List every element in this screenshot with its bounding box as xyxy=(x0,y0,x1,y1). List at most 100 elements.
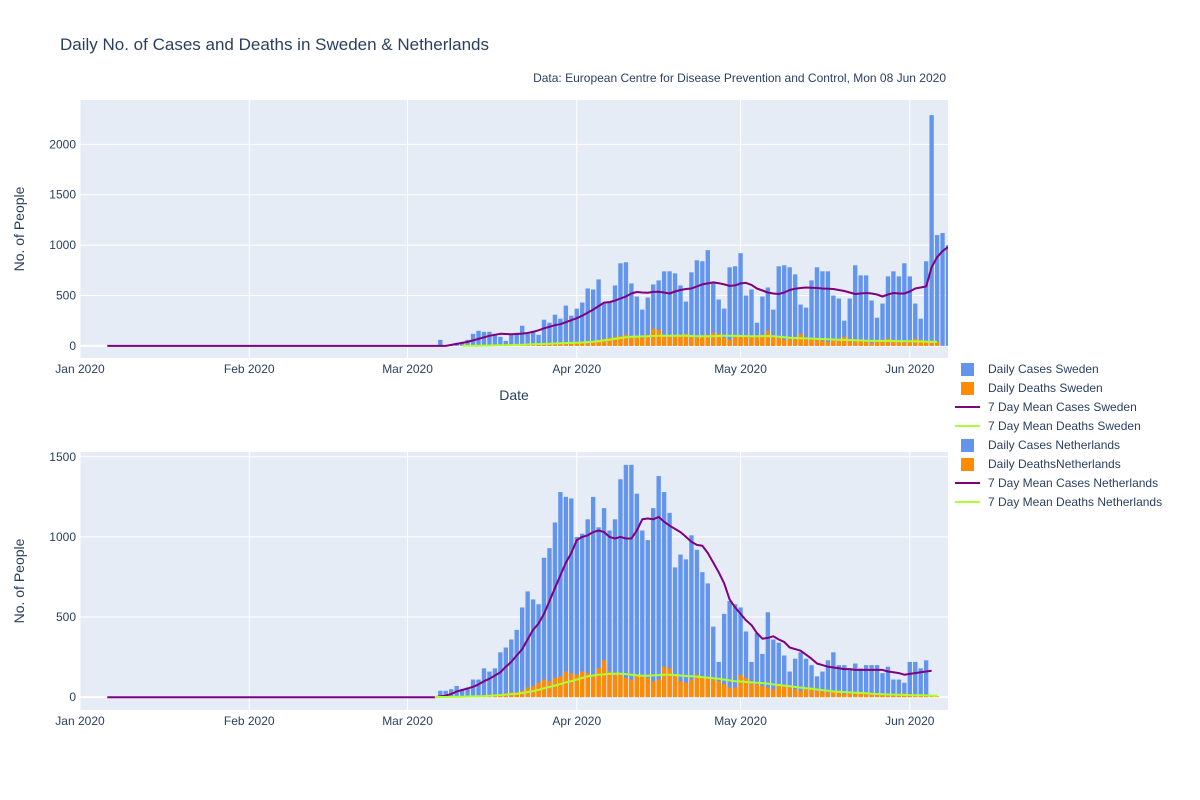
deaths-bar xyxy=(782,685,787,698)
cases-bar xyxy=(787,267,792,346)
deaths-bar xyxy=(569,342,574,346)
deaths-bar xyxy=(612,336,618,346)
netherlands-panel: 0 500 1000 1500 Jan 2020 Feb 2020 Mar 2020 Apr … xyxy=(11,450,948,728)
cases-bar xyxy=(814,676,820,698)
cases-bar xyxy=(640,530,645,698)
cases-bar xyxy=(885,666,891,698)
plot-area xyxy=(80,100,948,358)
cases-bar xyxy=(612,519,618,698)
cases-bar xyxy=(694,260,700,346)
cases-bar xyxy=(836,298,842,346)
legend-item[interactable]: 7 Day Mean Cases Sweden xyxy=(955,400,1137,414)
cases-bar xyxy=(552,314,558,346)
cases-bar xyxy=(547,548,552,698)
cases-bar xyxy=(509,639,514,698)
cases-bar xyxy=(825,660,831,698)
cases-bar xyxy=(492,668,498,698)
legend-swatch-bar xyxy=(961,439,974,452)
cases-bar xyxy=(776,642,781,698)
y-tick-label: 0 xyxy=(69,690,76,704)
cases-bar xyxy=(601,508,607,698)
deaths-bar xyxy=(923,340,929,346)
cases-bar xyxy=(727,267,732,346)
deaths-bar xyxy=(732,336,738,346)
cases-bar xyxy=(918,318,923,346)
deaths-bar xyxy=(820,691,825,698)
cases-bar xyxy=(782,655,787,698)
deaths-bar xyxy=(743,335,749,346)
deaths-bar xyxy=(934,341,940,346)
deaths-bar xyxy=(514,692,519,698)
legend-item[interactable]: 7 Day Mean Deaths Netherlands xyxy=(955,495,1162,509)
cases-bar xyxy=(803,658,809,698)
deaths-bar xyxy=(847,692,852,698)
deaths-bar xyxy=(563,342,569,346)
cases-bar xyxy=(661,492,667,698)
cases-bar xyxy=(934,235,940,346)
cases-bar xyxy=(525,333,530,346)
cases-bar xyxy=(705,583,710,698)
cases-bar xyxy=(705,250,710,346)
cases-bar xyxy=(700,572,705,698)
deaths-bar xyxy=(563,671,569,698)
deaths-bar xyxy=(869,342,874,346)
y-tick-label: 1500 xyxy=(49,188,76,202)
cases-bar xyxy=(438,339,443,346)
chart-title: Daily No. of Cases and Deaths in Sweden … xyxy=(60,35,489,54)
deaths-bar xyxy=(934,696,940,698)
deaths-bar xyxy=(825,341,831,346)
deaths-bar xyxy=(853,693,858,698)
deaths-bar xyxy=(771,335,776,346)
deaths-bar xyxy=(847,338,852,346)
cases-bar xyxy=(798,304,803,346)
cases-bar xyxy=(530,330,536,346)
cases-bar xyxy=(525,591,530,698)
legend-label: Daily Cases Sweden xyxy=(988,362,1099,376)
deaths-bar xyxy=(738,334,743,346)
cases-bar xyxy=(831,295,836,346)
cases-bar xyxy=(858,275,863,346)
cases-bar xyxy=(574,308,579,346)
deaths-bar xyxy=(874,693,880,698)
cases-bar xyxy=(651,508,656,698)
deaths-bar xyxy=(678,681,683,698)
legend-item[interactable]: Daily Cases Sweden xyxy=(961,362,1099,376)
deaths-bar xyxy=(694,337,700,346)
deaths-bar xyxy=(754,335,760,346)
cases-bar xyxy=(940,233,945,346)
legend-item[interactable]: 7 Day Mean Deaths Sweden xyxy=(955,419,1141,433)
legend-item[interactable]: Daily Cases Netherlands xyxy=(961,438,1120,452)
deaths-bar xyxy=(689,336,694,346)
cases-bar xyxy=(574,536,579,698)
cases-bar xyxy=(558,492,563,698)
cases-bar xyxy=(721,308,727,346)
cases-bar xyxy=(520,607,525,698)
cases-bar xyxy=(569,315,574,346)
deaths-bar xyxy=(580,341,585,346)
y-axis-title: No. of People xyxy=(11,186,27,271)
cases-bar xyxy=(760,653,765,698)
deaths-bar xyxy=(738,674,743,698)
mean-cases-line xyxy=(107,245,948,347)
cases-bar xyxy=(820,671,825,698)
deaths-bar xyxy=(814,690,820,698)
legend-swatch-bar xyxy=(961,382,974,395)
cases-bar xyxy=(732,266,738,346)
cases-bar xyxy=(514,629,519,698)
cases-bar xyxy=(618,479,623,698)
cases-bar xyxy=(727,601,732,698)
legend-item[interactable]: Daily DeathsNetherlands xyxy=(961,457,1121,471)
cases-bar xyxy=(902,682,907,698)
x-tick-label: Jan 2020 xyxy=(55,362,105,376)
legend-label: 7 Day Mean Deaths Netherlands xyxy=(988,495,1162,509)
y-tick-label: 500 xyxy=(56,289,76,303)
deaths-bar xyxy=(661,334,667,346)
cases-bar xyxy=(656,280,661,346)
legend-item[interactable]: Daily Deaths Sweden xyxy=(961,381,1103,395)
legend-item[interactable]: 7 Day Mean Cases Netherlands xyxy=(955,476,1158,490)
deaths-bar xyxy=(749,336,754,346)
deaths-bar xyxy=(661,666,667,698)
deaths-bar xyxy=(929,341,934,346)
deaths-bar xyxy=(607,337,612,346)
deaths-bar xyxy=(792,689,798,698)
